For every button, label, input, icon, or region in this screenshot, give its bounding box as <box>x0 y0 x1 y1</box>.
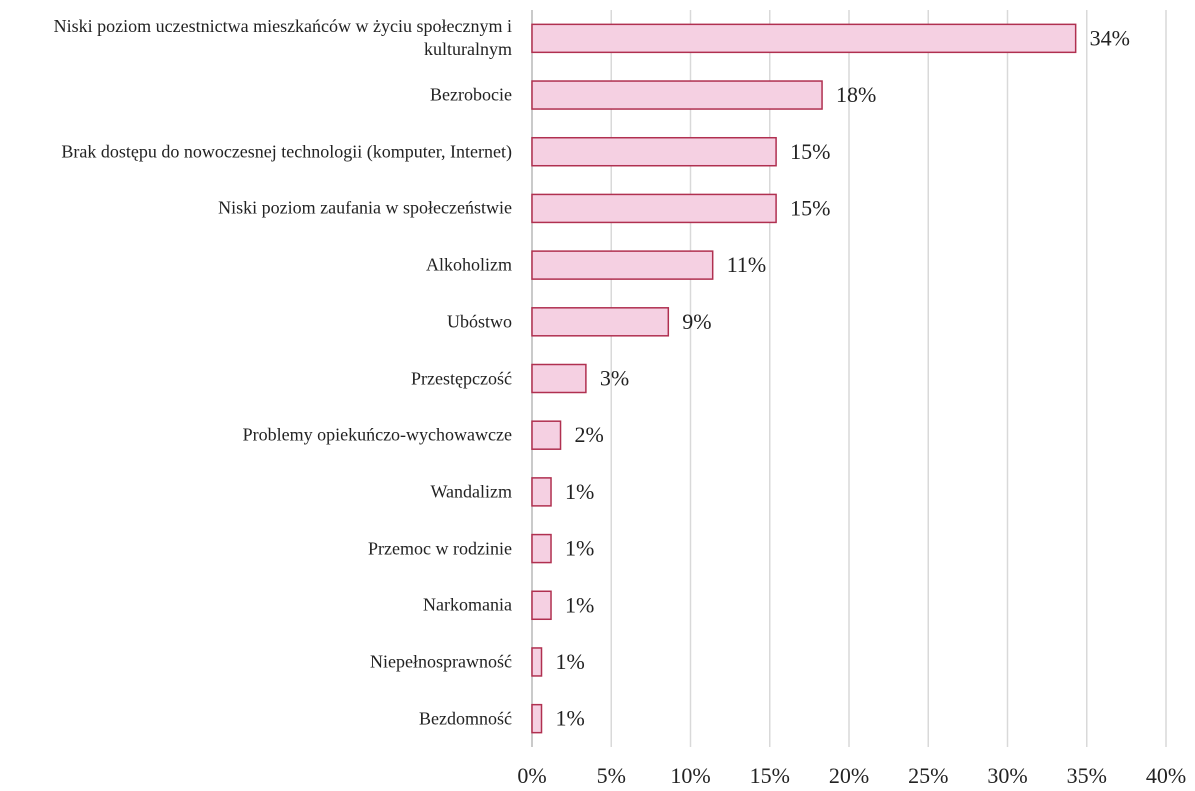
data-label: 1% <box>565 536 594 561</box>
y-tick-label: Przemoc w rodzinie <box>368 538 512 559</box>
x-tick-label: 0% <box>517 763 546 788</box>
x-tick-label: 40% <box>1146 763 1186 788</box>
y-tick-label: Narkomania <box>423 594 512 615</box>
y-tick-label: Ubóstwo <box>446 311 512 332</box>
y-tick-label: Niepełnosprawność <box>370 651 512 672</box>
y-tick-label: Bezdomność <box>419 708 512 729</box>
y-tick-label: Przestępczość <box>411 368 512 388</box>
y-tick-label: Brak dostępu do nowoczesnej technologii … <box>61 141 512 162</box>
bar <box>531 703 543 734</box>
bar <box>531 363 587 394</box>
data-label: 18% <box>836 82 876 107</box>
bar <box>531 590 552 621</box>
y-tick-label: Bezrobocie <box>430 84 512 105</box>
bar <box>531 477 552 507</box>
y-tick-label: Niski poziom zaufania w społeczeństwie <box>218 197 512 218</box>
x-tick-label: 20% <box>829 763 869 788</box>
data-label: 34% <box>1090 25 1130 50</box>
data-label: 15% <box>790 139 830 164</box>
y-tick-label: Wandalizm <box>430 481 512 502</box>
x-tick-label: 5% <box>597 763 626 788</box>
y-tick-label: Problemy opiekuńczo-wychowawcze <box>242 424 512 445</box>
bar <box>531 250 714 280</box>
x-tick-label: 25% <box>908 763 948 788</box>
data-label: 1% <box>556 706 585 731</box>
data-label: 2% <box>575 422 604 447</box>
x-tick-label: 10% <box>670 763 710 788</box>
data-label: 11% <box>727 252 767 277</box>
y-tick-label: Niski poziom uczestnictwa mieszkańców w … <box>53 16 512 60</box>
data-label: 1% <box>565 592 594 617</box>
bar <box>531 80 823 110</box>
bar <box>531 647 543 677</box>
data-label: 1% <box>556 649 585 674</box>
x-tick-label: 30% <box>987 763 1027 788</box>
bar <box>531 420 562 450</box>
data-label: 3% <box>600 366 629 391</box>
data-label: 9% <box>682 309 711 334</box>
x-tick-label: 15% <box>750 763 790 788</box>
y-tick-label: Alkoholizm <box>426 254 512 275</box>
x-tick-label: 35% <box>1067 763 1107 788</box>
data-label: 15% <box>790 195 830 220</box>
data-label: 1% <box>565 479 594 504</box>
bar <box>531 307 670 337</box>
bar <box>531 533 552 564</box>
bar <box>531 136 777 167</box>
bar <box>531 193 777 224</box>
bar <box>531 23 1077 54</box>
